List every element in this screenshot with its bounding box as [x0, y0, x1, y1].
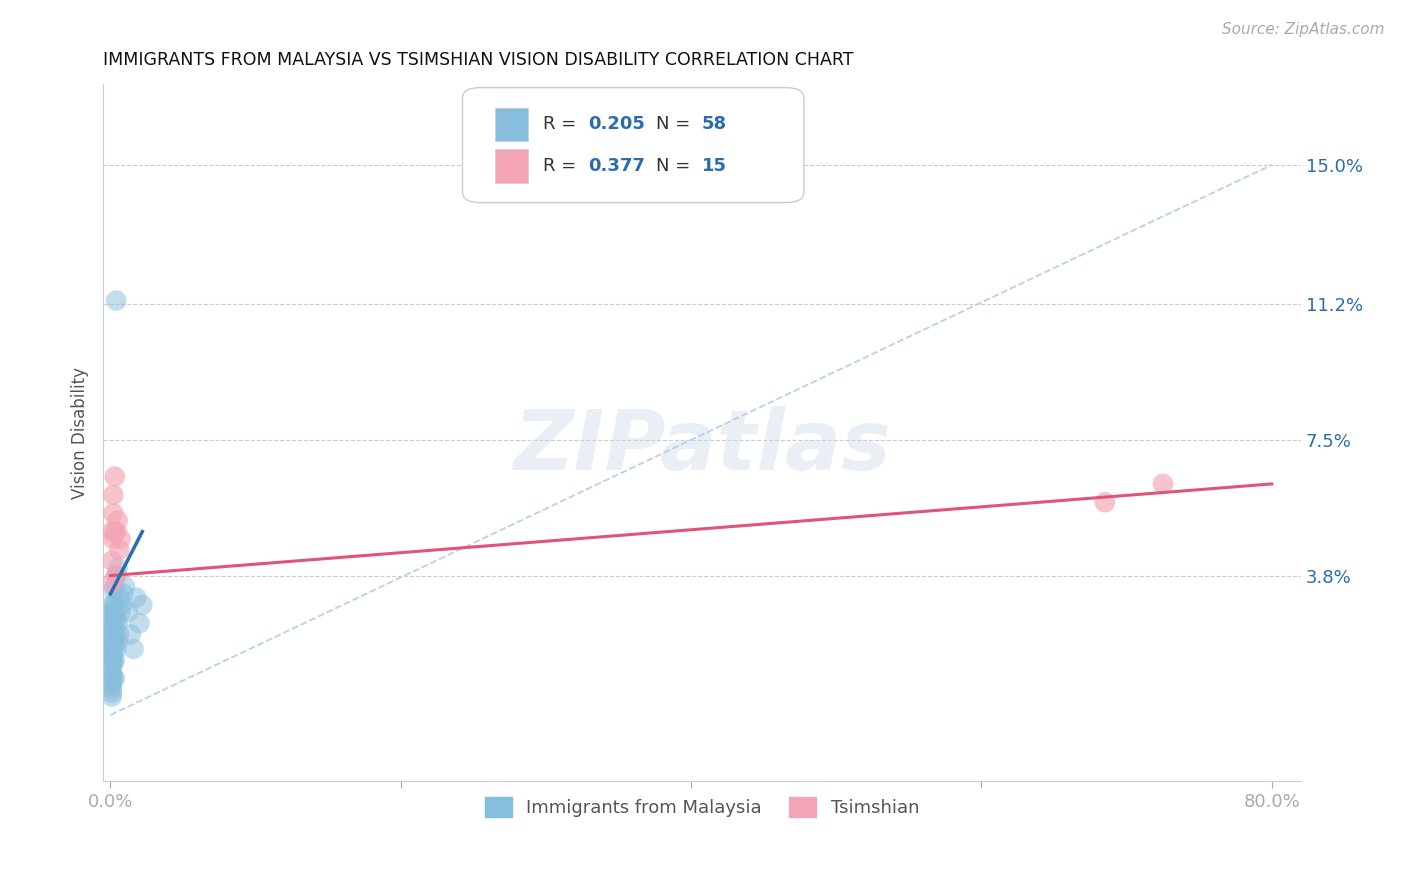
FancyBboxPatch shape	[495, 149, 529, 183]
Point	[110, 532, 132, 546]
Text: ZIPatlas: ZIPatlas	[513, 406, 891, 487]
Point	[122, 642, 145, 657]
Point	[111, 598, 134, 612]
Point	[131, 598, 153, 612]
Point	[101, 613, 124, 627]
Point	[108, 543, 131, 558]
Point	[104, 605, 127, 619]
Point	[103, 671, 125, 685]
Legend: Immigrants from Malaysia, Tsimshian: Immigrants from Malaysia, Tsimshian	[478, 790, 927, 824]
Point	[101, 671, 124, 685]
Point	[107, 634, 129, 648]
Point	[105, 568, 128, 582]
Point	[105, 627, 128, 641]
Text: 58: 58	[702, 115, 727, 134]
Point	[101, 638, 124, 652]
Point	[103, 613, 125, 627]
Point	[103, 583, 125, 598]
Point	[104, 671, 127, 685]
Point	[101, 634, 124, 648]
Point	[103, 627, 125, 641]
Text: 0.205: 0.205	[588, 115, 645, 134]
Point	[101, 598, 124, 612]
Point	[101, 675, 124, 690]
Point	[107, 616, 129, 631]
Point	[104, 605, 127, 619]
Point	[104, 524, 127, 539]
Point	[112, 587, 135, 601]
Point	[103, 488, 125, 502]
Point	[104, 616, 127, 631]
Point	[104, 469, 127, 483]
Point	[101, 686, 124, 700]
Point	[101, 682, 124, 697]
Text: 0.377: 0.377	[588, 157, 645, 175]
Point	[101, 627, 124, 641]
Point	[103, 649, 125, 664]
Point	[101, 554, 124, 568]
Point	[105, 613, 128, 627]
Point	[101, 679, 124, 693]
FancyBboxPatch shape	[495, 108, 529, 141]
Point	[101, 624, 124, 638]
Text: IMMIGRANTS FROM MALAYSIA VS TSIMSHIAN VISION DISABILITY CORRELATION CHART: IMMIGRANTS FROM MALAYSIA VS TSIMSHIAN VI…	[103, 51, 853, 69]
Point	[128, 616, 150, 631]
Point	[101, 649, 124, 664]
Point	[101, 664, 124, 678]
Point	[105, 524, 128, 539]
Point	[103, 506, 125, 520]
Point	[101, 653, 124, 667]
Point	[108, 591, 131, 605]
Point	[120, 627, 142, 641]
Point	[1152, 476, 1174, 491]
Point	[103, 642, 125, 657]
Point	[107, 561, 129, 575]
Point	[104, 653, 127, 667]
Point	[101, 576, 124, 591]
Point	[117, 605, 139, 619]
Y-axis label: Vision Disability: Vision Disability	[72, 367, 89, 499]
Point	[103, 532, 125, 546]
Point	[103, 657, 125, 671]
Text: 15: 15	[702, 157, 727, 175]
Text: Source: ZipAtlas.com: Source: ZipAtlas.com	[1222, 22, 1385, 37]
Point	[114, 580, 136, 594]
Text: R =: R =	[543, 115, 582, 134]
Point	[101, 657, 124, 671]
Point	[110, 605, 132, 619]
FancyBboxPatch shape	[463, 87, 804, 202]
Point	[104, 580, 127, 594]
Point	[101, 642, 124, 657]
Point	[105, 568, 128, 582]
Text: N =: N =	[657, 157, 696, 175]
Point	[103, 620, 125, 634]
Point	[103, 634, 125, 648]
Text: N =: N =	[657, 115, 696, 134]
Point	[101, 524, 124, 539]
Point	[108, 627, 131, 641]
Point	[104, 634, 127, 648]
Point	[103, 598, 125, 612]
Point	[101, 605, 124, 619]
Point	[101, 620, 124, 634]
Point	[104, 598, 127, 612]
Point	[101, 690, 124, 704]
Text: R =: R =	[543, 157, 582, 175]
Point	[1094, 495, 1116, 509]
Point	[105, 293, 128, 308]
Point	[125, 591, 148, 605]
Point	[101, 667, 124, 681]
Point	[107, 514, 129, 528]
Point	[105, 642, 128, 657]
